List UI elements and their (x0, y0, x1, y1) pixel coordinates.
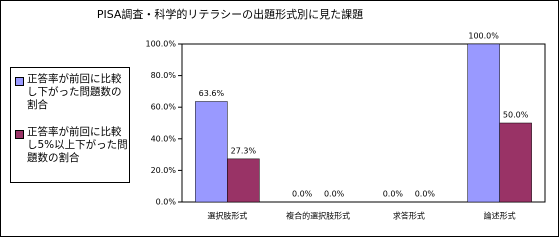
legend-label: 正答率が前回に比較し5%以上下がった問題数の割合 (27, 126, 128, 164)
x-tick-label: 求答形式 (393, 211, 425, 221)
bar (227, 158, 260, 203)
chart-title: PISA調査・科学的リテラシーの出題形式別に見た課題 (97, 7, 363, 21)
x-tick-label: 選択肢形式 (207, 211, 247, 221)
x-tick-label: 論述形式 (484, 211, 516, 221)
bar (195, 101, 228, 203)
data-label: 0.0% (324, 190, 345, 199)
legend: 正答率が前回に比較し下がった問題数の割合 正答率が前回に比較し5%以上下がった問題… (10, 67, 130, 183)
legend-entry: 正答率が前回に比較し下がった問題数の割合 (11, 73, 129, 112)
legend-swatch (15, 130, 24, 139)
data-label: 0.0% (292, 190, 313, 199)
x-tick-label: 複合的選択肢形式 (286, 211, 350, 221)
y-tick-label: 80.0% (151, 71, 177, 80)
bar (467, 43, 500, 203)
y-tick-label: 60.0% (151, 103, 177, 112)
data-label: 0.0% (383, 190, 404, 199)
y-tick-label: 20.0% (151, 166, 177, 175)
y-tick-label: 0.0% (156, 198, 177, 207)
legend-swatch (15, 77, 24, 86)
data-label: 63.6% (199, 89, 225, 98)
legend-entry: 正答率が前回に比較し5%以上下がった問題数の割合 (11, 126, 129, 165)
y-tick-label: 100.0% (145, 40, 176, 49)
y-tick-label: 40.0% (151, 134, 177, 143)
legend-label: 正答率が前回に比較し下がった問題数の割合 (27, 73, 122, 111)
bar (499, 122, 532, 203)
data-label: 50.0% (503, 111, 529, 120)
data-label: 27.3% (231, 146, 257, 155)
data-label: 100.0% (468, 32, 499, 41)
data-label: 0.0% (415, 190, 436, 199)
